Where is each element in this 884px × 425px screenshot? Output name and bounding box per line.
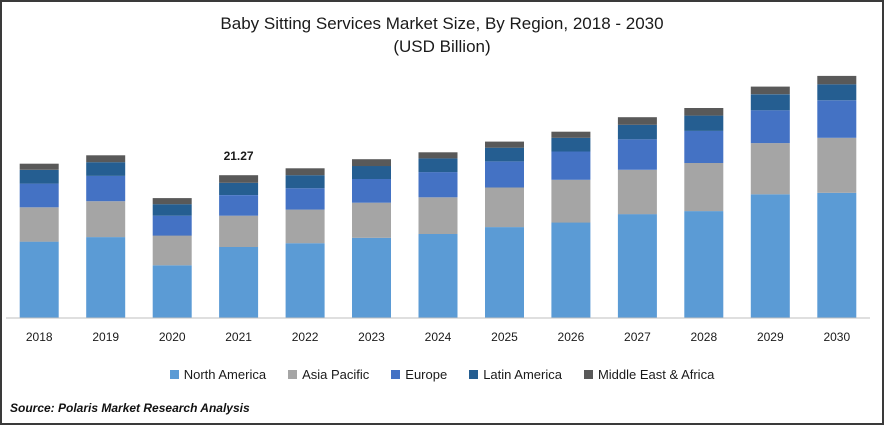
bar-segment [684,211,724,318]
bar-segment [219,182,259,195]
bar-segment [285,175,325,189]
bar-segment [551,137,591,152]
legend-swatch [169,370,179,379]
bar-segment [352,202,391,238]
bar-segment [418,158,458,173]
x-tick-label: 2030 [823,330,850,344]
bar-segment [285,209,325,244]
bar-segment [352,159,391,167]
legend-item: Latin America [469,367,562,382]
chart-legend: North America Asia Pacific Europe Latin Ame… [0,367,884,382]
x-tick-label: 2022 [292,330,319,344]
bar-segment [485,187,524,228]
bar-segment [152,235,192,266]
x-tick-label: 2019 [92,330,119,344]
x-tick-label: 2026 [558,330,585,344]
legend-label: Asia Pacific [302,367,370,382]
bar-segment [817,100,857,138]
x-tick-label: 2027 [624,330,651,344]
bar-segment [86,162,126,176]
bar-segment [285,168,325,176]
bar-segment [352,166,391,179]
legend-label: North America [183,367,267,382]
legend-item: Middle East & Africa [583,367,715,382]
bar-segment [418,152,458,159]
bar-segment [551,222,591,318]
bar-segment [152,215,192,236]
bar-segment [219,195,259,216]
bar-segment [485,147,524,162]
bar-segment [617,139,657,170]
bar-segment [219,247,259,318]
legend-swatch [583,370,593,379]
bar-segment [19,183,59,208]
bar-segment [750,110,790,144]
x-tick-label: 2025 [491,330,518,344]
bar-segment [86,201,126,238]
legend-item: Europe [391,367,447,382]
bar-segment [684,130,724,163]
legend-label: Latin America [483,367,562,382]
bar-segment [86,155,126,163]
chart-title: Baby Sitting Services Market Size, By Re… [220,14,664,33]
bar-segment [750,194,790,318]
bar-segment [485,161,524,188]
bar-segment [352,237,391,318]
bar-segment [352,179,391,203]
x-tick-label: 2024 [425,330,452,344]
bar-segment [86,176,126,202]
bar-segment [152,204,192,216]
bar-segment [617,169,657,215]
bar-segment [285,188,325,210]
bar-segment [817,75,857,85]
bar-segment [617,214,657,318]
bar-segment [750,86,790,95]
legend-swatch [391,370,401,379]
bar-segment [152,198,192,205]
bar-segment [817,192,857,318]
bar-segment [485,227,524,318]
bar-segment [86,237,126,318]
x-tick-label: 2029 [757,330,784,344]
x-tick-label: 2020 [159,330,186,344]
bar-segment [285,243,325,318]
legend-label: Europe [405,367,448,382]
legend-item: North America [169,367,267,382]
bar-segment [750,94,790,111]
bar-segment [551,179,591,223]
bar-segment [551,151,591,180]
bar-segment [684,115,724,131]
bar-segment [617,117,657,125]
bar-segment [19,207,59,242]
x-tick-label: 2021 [225,330,252,344]
legend-item: Asia Pacific [288,367,369,382]
chart-subtitle: (USD Billion) [393,37,491,56]
bar-segment [817,84,857,101]
legend-swatch [469,370,479,379]
bar-segment [418,197,458,234]
bar-segment [684,163,724,212]
bar-segment [219,175,259,183]
bar-segment [485,141,524,148]
bar-segment [617,124,657,140]
bar-segment [551,131,591,138]
data-label: 21.27 [224,149,254,163]
bar-segment [152,265,192,318]
bar-segment [750,143,790,195]
source-note: Source: Polaris Market Research Analysis [10,401,250,415]
bar-segment [19,163,59,170]
bar-segment [19,169,59,184]
bar-segment [219,215,259,247]
x-tick-label: 2028 [690,330,717,344]
legend-swatch [288,370,298,379]
bar-segment [19,241,59,318]
bar-segment [684,108,724,116]
bar-segment [418,234,458,318]
x-tick-label: 2018 [26,330,53,344]
bar-segment [418,172,458,198]
x-tick-label: 2023 [358,330,385,344]
legend-label: Middle East & Africa [597,367,715,382]
bar-segment [817,137,857,193]
